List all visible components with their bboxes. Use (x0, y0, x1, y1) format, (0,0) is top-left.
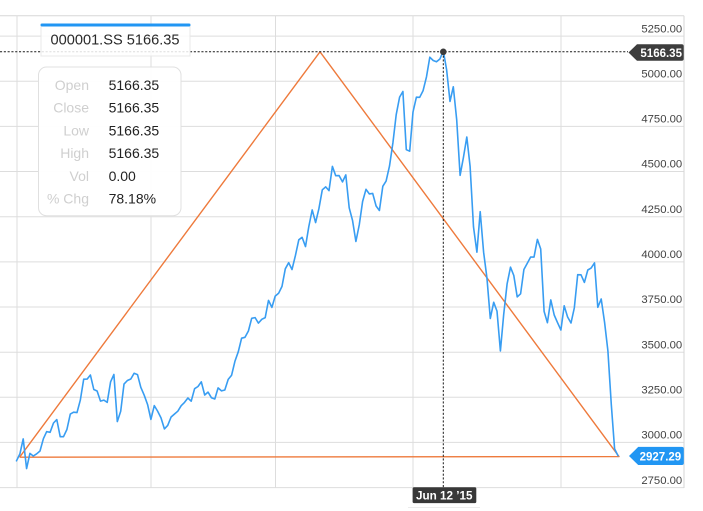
svg-text:5166.35: 5166.35 (109, 100, 160, 116)
svg-text:High: High (60, 145, 89, 161)
svg-text:5166.35: 5166.35 (109, 77, 160, 93)
svg-text:2750.00: 2750.00 (641, 475, 682, 487)
svg-text:% Chg: % Chg (47, 191, 89, 207)
svg-text:3500.00: 3500.00 (641, 339, 682, 351)
svg-text:5000.00: 5000.00 (641, 69, 682, 81)
svg-text:5166.35: 5166.35 (109, 122, 160, 138)
svg-text:4250.00: 4250.00 (641, 204, 682, 216)
svg-text:5166.35: 5166.35 (109, 145, 160, 161)
svg-text:3250.00: 3250.00 (641, 385, 682, 397)
svg-text:4750.00: 4750.00 (641, 114, 682, 126)
svg-text:4000.00: 4000.00 (641, 249, 682, 261)
svg-text:Open: Open (55, 77, 89, 93)
svg-text:Close: Close (53, 100, 89, 116)
svg-text:Jun 12 ’15: Jun 12 ’15 (416, 489, 473, 502)
svg-text:4500.00: 4500.00 (641, 159, 682, 171)
svg-text:3000.00: 3000.00 (641, 430, 682, 442)
svg-text:000001.SS 5166.35: 000001.SS 5166.35 (50, 32, 179, 48)
svg-text:0.00: 0.00 (109, 168, 136, 184)
svg-text:5166.35: 5166.35 (640, 48, 682, 60)
svg-text:5250.00: 5250.00 (641, 23, 682, 35)
svg-text:Vol: Vol (70, 168, 89, 184)
svg-text:Low: Low (63, 122, 90, 138)
svg-text:78.18%: 78.18% (109, 191, 156, 207)
svg-text:3750.00: 3750.00 (641, 294, 682, 306)
svg-text:2927.29: 2927.29 (640, 451, 682, 463)
